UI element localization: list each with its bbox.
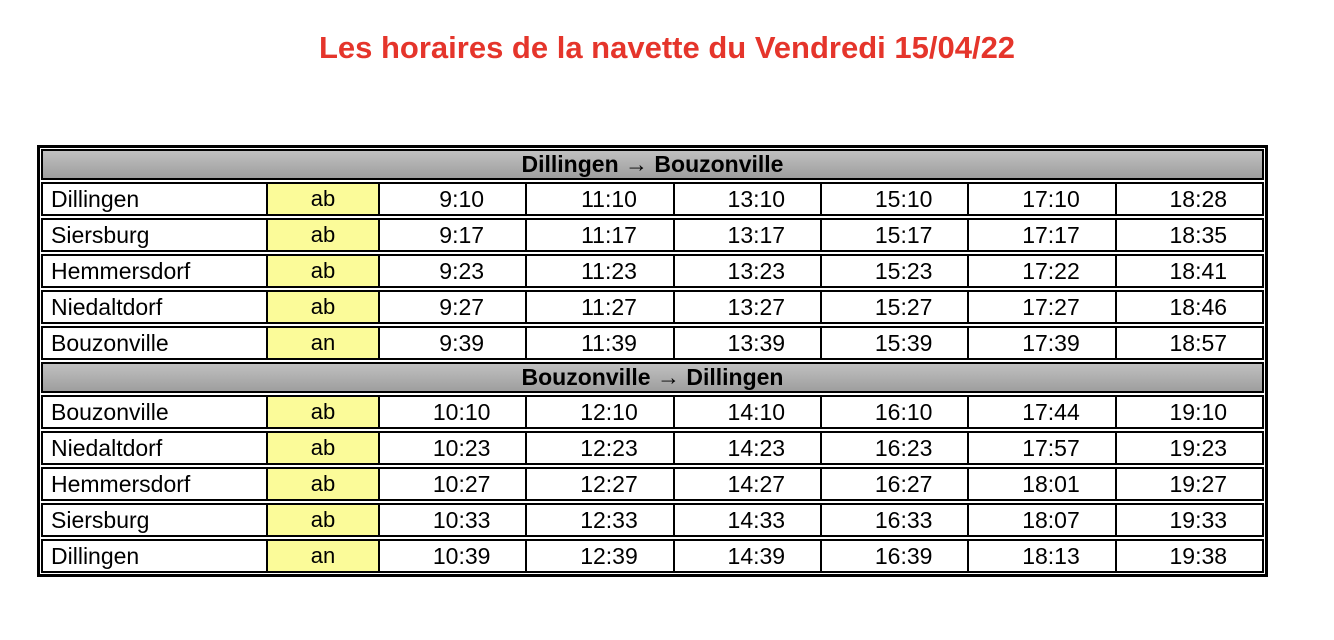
time-cell: 16:10	[819, 397, 967, 427]
time-cell: 11:39	[525, 328, 672, 358]
time-cell: 13:39	[672, 328, 820, 358]
time-cell: 16:39	[819, 541, 967, 571]
time-cell: 9:10	[378, 184, 525, 214]
time-cell: 12:33	[525, 505, 672, 535]
station-cell: Hemmersdorf	[51, 471, 191, 497]
table-row: Dillingen ab 9:10 11:10 13:10 15:10 17:10 18:28	[41, 182, 1264, 216]
time-cell: 18:46	[1114, 292, 1262, 322]
time-cell: 17:27	[967, 292, 1114, 322]
time-cell: 17:22	[967, 256, 1114, 286]
time-cell: 11:27	[525, 292, 672, 322]
table-row: Dillingen an 10:39 12:39 14:39 16:39 18:13 19:3…	[41, 539, 1264, 573]
time-cell: 18:35	[1114, 220, 1262, 250]
table-row: Hemmersdorf ab 10:27 12:27 14:27 16:27 18:01 19…	[41, 467, 1264, 501]
time-cell: 15:10	[819, 184, 967, 214]
stop-type-cell: ab	[266, 469, 378, 499]
time-cell: 10:33	[378, 505, 525, 535]
time-cell: 18:13	[967, 541, 1114, 571]
stop-type-cell: an	[266, 328, 378, 358]
time-cell: 13:17	[672, 220, 820, 250]
section-header: Bouzonville → Dillingen	[41, 362, 1264, 393]
section-header: Dillingen → Bouzonville	[41, 149, 1264, 180]
time-cell: 14:39	[672, 541, 820, 571]
time-cell: 13:23	[672, 256, 820, 286]
time-cell: 13:27	[672, 292, 820, 322]
time-cell: 15:27	[819, 292, 967, 322]
time-cell: 15:17	[819, 220, 967, 250]
time-cell: 9:23	[378, 256, 525, 286]
time-cell: 17:57	[967, 433, 1114, 463]
time-cell: 10:23	[378, 433, 525, 463]
time-cell: 18:28	[1114, 184, 1262, 214]
time-cell: 10:10	[378, 397, 525, 427]
time-cell: 18:41	[1114, 256, 1262, 286]
time-cell: 18:07	[967, 505, 1114, 535]
station-cell: Bouzonville	[51, 330, 169, 356]
time-cell: 17:39	[967, 328, 1114, 358]
table-row: Hemmersdorf ab 9:23 11:23 13:23 15:23 17:22 18:…	[41, 254, 1264, 288]
time-cell: 12:23	[525, 433, 672, 463]
station-cell: Dillingen	[51, 186, 140, 212]
station-cell: Siersburg	[51, 507, 150, 533]
time-cell: 15:39	[819, 328, 967, 358]
time-cell: 15:23	[819, 256, 967, 286]
time-cell: 19:10	[1114, 397, 1262, 427]
stop-type-cell: ab	[266, 292, 378, 322]
time-cell: 14:10	[672, 397, 820, 427]
time-cell: 14:33	[672, 505, 820, 535]
table-row: Siersburg ab 9:17 11:17 13:17 15:17 17:17 18:35	[41, 218, 1264, 252]
table-row: Niedaltdorf ab 10:23 12:23 14:23 16:23 17:57 19…	[41, 431, 1264, 465]
time-cell: 13:10	[672, 184, 820, 214]
station-cell: Bouzonville	[51, 399, 169, 425]
time-cell: 17:10	[967, 184, 1114, 214]
time-cell: 9:27	[378, 292, 525, 322]
table-row: Niedaltdorf ab 9:27 11:27 13:27 15:27 17:27 18:…	[41, 290, 1264, 324]
time-cell: 11:10	[525, 184, 672, 214]
stop-type-cell: ab	[266, 505, 378, 535]
time-cell: 16:33	[819, 505, 967, 535]
time-cell: 9:39	[378, 328, 525, 358]
time-cell: 14:23	[672, 433, 820, 463]
station-cell: Niedaltdorf	[51, 294, 163, 320]
stop-type-cell: ab	[266, 397, 378, 427]
stop-type-cell: ab	[266, 184, 378, 214]
station-cell: Niedaltdorf	[51, 435, 163, 461]
time-cell: 12:10	[525, 397, 672, 427]
station-cell: Siersburg	[51, 222, 150, 248]
time-cell: 11:23	[525, 256, 672, 286]
time-cell: 10:27	[378, 469, 525, 499]
time-cell: 16:27	[819, 469, 967, 499]
time-cell: 12:27	[525, 469, 672, 499]
time-cell: 12:39	[525, 541, 672, 571]
timetable: Dillingen → Bouzonville Dillingen ab 9:10 11…	[37, 145, 1268, 577]
table-row: Siersburg ab 10:33 12:33 14:33 16:33 18:07 19:3…	[41, 503, 1264, 537]
time-cell: 18:57	[1114, 328, 1262, 358]
time-cell: 18:01	[967, 469, 1114, 499]
station-cell: Dillingen	[51, 543, 140, 569]
time-cell: 14:27	[672, 469, 820, 499]
stop-type-cell: ab	[266, 433, 378, 463]
stop-type-cell: ab	[266, 256, 378, 286]
station-cell: Hemmersdorf	[51, 258, 191, 284]
time-cell: 19:33	[1114, 505, 1262, 535]
time-cell: 19:23	[1114, 433, 1262, 463]
stop-type-cell: an	[266, 541, 378, 571]
time-cell: 11:17	[525, 220, 672, 250]
table-row: Bouzonville an 9:39 11:39 13:39 15:39 17:39 18:…	[41, 326, 1264, 360]
table-row: Bouzonville ab 10:10 12:10 14:10 16:10 17:44 19…	[41, 395, 1264, 429]
time-cell: 9:17	[378, 220, 525, 250]
stop-type-cell: ab	[266, 220, 378, 250]
page-title: Les horaires de la navette du Vendredi 1…	[318, 30, 1016, 65]
time-cell: 17:44	[967, 397, 1114, 427]
time-cell: 17:17	[967, 220, 1114, 250]
time-cell: 19:27	[1114, 469, 1262, 499]
time-cell: 10:39	[378, 541, 525, 571]
time-cell: 16:23	[819, 433, 967, 463]
time-cell: 19:38	[1114, 541, 1262, 571]
